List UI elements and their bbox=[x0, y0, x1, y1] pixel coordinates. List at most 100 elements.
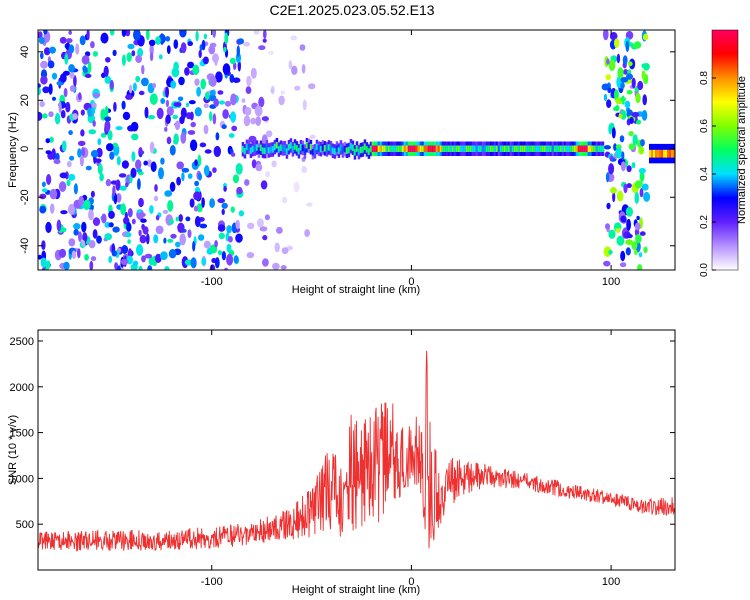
spectrogram-cell bbox=[288, 60, 293, 70]
spectrogram-cell bbox=[181, 172, 185, 182]
spectrogram-cell bbox=[84, 254, 89, 261]
signal-band-core bbox=[509, 145, 513, 152]
signal-band-core bbox=[311, 148, 315, 156]
spectrogram-cell bbox=[141, 64, 145, 75]
signal-band-core bbox=[257, 147, 261, 154]
spectrogram-cell bbox=[230, 111, 237, 123]
signal-band-core bbox=[563, 145, 567, 152]
spectrogram-cell bbox=[609, 32, 618, 41]
signal-band-core bbox=[333, 148, 337, 155]
spectrogram-cell bbox=[167, 238, 174, 243]
spectrogram-cell bbox=[290, 35, 298, 41]
signal-band-core bbox=[299, 144, 303, 151]
spectrogram-cell bbox=[59, 73, 67, 83]
signal-band-core bbox=[489, 145, 493, 152]
spectrogram-cell bbox=[170, 80, 177, 89]
signal-band-core bbox=[457, 145, 461, 152]
spectrogram-cell bbox=[610, 187, 617, 194]
signal-band-core bbox=[267, 147, 271, 154]
signal-band-core bbox=[255, 144, 259, 151]
spectrogram-cell bbox=[213, 98, 219, 107]
spectrogram-cell bbox=[280, 265, 287, 270]
spectrogram-cell bbox=[87, 107, 92, 117]
signal-band-core bbox=[291, 146, 295, 153]
spectrogram-cell bbox=[212, 113, 217, 125]
spectrogram-cell bbox=[619, 135, 625, 143]
signal-band-core bbox=[381, 145, 385, 152]
spectrogram-cell bbox=[149, 93, 158, 105]
spectrogram-cell bbox=[638, 146, 645, 155]
spectrogram-cell bbox=[173, 102, 182, 107]
spectrogram-cell bbox=[79, 155, 84, 167]
y-tick-label: 500 bbox=[16, 519, 34, 531]
spectrogram-cell bbox=[235, 219, 240, 230]
spectrogram-cell bbox=[60, 110, 66, 119]
spectrogram-cell bbox=[642, 94, 647, 106]
spectrogram-cell bbox=[164, 190, 173, 197]
spectrogram-cell bbox=[146, 233, 150, 245]
signal-band-core bbox=[569, 145, 573, 152]
signal-band-core bbox=[429, 145, 433, 152]
edge-band-core bbox=[669, 149, 672, 158]
spectrogram-cell bbox=[221, 251, 226, 261]
edge-band-core bbox=[659, 149, 662, 158]
spectrogram-cell bbox=[165, 99, 169, 108]
spectrogram-cell bbox=[39, 100, 45, 108]
spectrogram-cell bbox=[294, 85, 301, 91]
spectrogram-cell bbox=[620, 215, 627, 223]
colorbar-ticks: 0.0 0.2 0.4 0.6 0.8 bbox=[699, 71, 716, 277]
signal-band-core bbox=[339, 144, 343, 151]
spectrogram-cell bbox=[617, 67, 624, 79]
spectrogram-cell bbox=[166, 136, 172, 145]
signal-band-core bbox=[493, 145, 497, 152]
spectrogram-cell bbox=[96, 235, 102, 244]
signal-band-core bbox=[247, 143, 251, 151]
spectrogram-cell bbox=[626, 218, 631, 231]
spectrogram-cell bbox=[224, 32, 229, 45]
spectrogram-cell bbox=[133, 30, 141, 41]
signal-band-core bbox=[283, 144, 287, 152]
signal-band-core bbox=[449, 145, 453, 152]
signal-band-core bbox=[427, 145, 431, 152]
spectrogram-cell bbox=[68, 64, 75, 73]
spectrogram-cell bbox=[226, 225, 232, 234]
signal-band-core bbox=[541, 145, 545, 152]
spectrogram-cell bbox=[115, 126, 123, 131]
spectrogram-cell bbox=[228, 133, 235, 138]
spectrogram-cell bbox=[160, 98, 166, 104]
spectrogram-cell bbox=[243, 41, 251, 47]
signal-band-core bbox=[327, 144, 331, 151]
spectrogram-cell bbox=[230, 93, 237, 106]
signal-band-core bbox=[313, 148, 317, 155]
spectrogram-cell bbox=[45, 150, 52, 155]
spectrogram-cell bbox=[643, 246, 648, 253]
colorbar: 0.0 0.2 0.4 0.6 0.8 Normalized spectral ampl… bbox=[699, 29, 748, 277]
spectrogram-cell bbox=[201, 39, 206, 51]
spectrogram-cell bbox=[90, 150, 99, 158]
spectrogram-cell bbox=[128, 248, 132, 258]
spectrogram-cell bbox=[605, 74, 611, 81]
signal-band-core bbox=[557, 145, 561, 152]
spectrogram-cell bbox=[136, 209, 142, 214]
spectrogram-cell bbox=[635, 92, 641, 104]
spectrogram-cell bbox=[81, 55, 90, 65]
spectrogram-cell bbox=[244, 179, 250, 186]
spectrogram-cell bbox=[83, 66, 88, 74]
spectrogram-cell bbox=[100, 132, 107, 138]
spectrogram-cell bbox=[620, 77, 629, 83]
spectrogram-cell bbox=[631, 111, 640, 118]
spectrogram-cell bbox=[175, 216, 179, 222]
signal-band-core bbox=[441, 145, 445, 152]
spectrogram-cell bbox=[247, 222, 255, 230]
spectrogram-cell bbox=[121, 30, 127, 37]
spectrogram-cell bbox=[92, 229, 98, 239]
spectrogram-cell bbox=[251, 159, 257, 169]
spectrogram-cell bbox=[642, 63, 650, 71]
spectrogram-cell bbox=[42, 86, 50, 94]
signal-band-core bbox=[419, 145, 423, 152]
spectrogram-cell bbox=[69, 85, 76, 92]
spectrogram-cell bbox=[226, 243, 232, 253]
signal-band-core bbox=[567, 145, 571, 152]
spectrogram-cell bbox=[224, 100, 232, 107]
